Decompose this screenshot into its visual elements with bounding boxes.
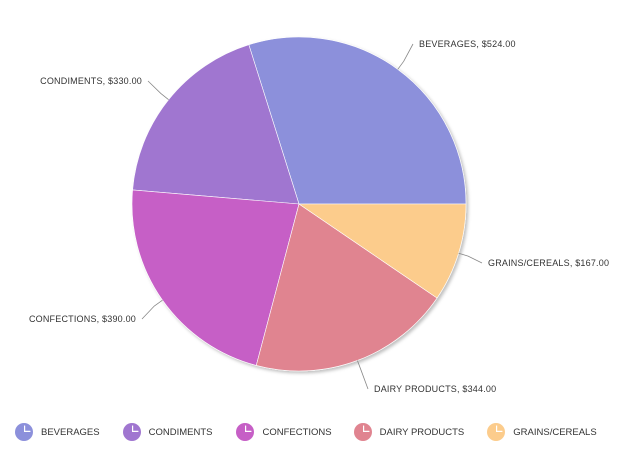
slice-label: CONDIMENTS, $330.00 <box>40 76 142 86</box>
pie-icon <box>14 422 34 442</box>
pie-icon <box>235 422 255 442</box>
legend-item-dairy-products[interactable]: DAIRY PRODUCTS <box>353 422 465 442</box>
pie-slice-dairy-products[interactable] <box>255 203 438 372</box>
leader-line <box>147 80 169 101</box>
legend: BEVERAGES CONDIMENTS CONFECTIONS DAIRY PROD… <box>14 421 597 443</box>
slice-labels: BEVERAGES, $524.00 CONDIMENTS, $330.00 CON… <box>29 39 609 394</box>
label-leaders <box>141 43 483 390</box>
slice-label: CONFECTIONS, $390.00 <box>29 314 136 324</box>
legend-item-condiments[interactable]: CONDIMENTS <box>122 422 213 442</box>
legend-label: DAIRY PRODUCTS <box>379 426 465 438</box>
legend-label: BEVERAGES <box>41 426 100 438</box>
slice-label: BEVERAGES, $524.00 <box>419 39 516 49</box>
slice-label: DAIRY PRODUCTS, $344.00 <box>374 384 496 394</box>
slice-label: GRAINS/CEREALS, $167.00 <box>488 258 609 268</box>
pie-icon <box>486 422 506 442</box>
pie-slices <box>131 36 467 372</box>
leader-line <box>141 299 163 320</box>
leader-line <box>458 252 483 264</box>
legend-item-grains-cereals[interactable]: GRAINS/CEREALS <box>486 422 597 442</box>
leader-line <box>357 360 369 390</box>
pie-icon <box>122 422 142 442</box>
leader-line <box>397 43 414 70</box>
pie-icon <box>353 422 373 442</box>
legend-label: GRAINS/CEREALS <box>513 426 597 438</box>
pie-slice-beverages[interactable] <box>248 36 467 205</box>
pie-slice-condiments[interactable] <box>132 44 300 205</box>
legend-label: CONDIMENTS <box>148 426 213 438</box>
legend-item-confections[interactable]: CONFECTIONS <box>235 422 332 442</box>
pie-slice-grains-cereals[interactable] <box>298 203 467 299</box>
legend-label: CONFECTIONS <box>262 426 332 438</box>
legend-item-beverages[interactable]: BEVERAGES <box>14 422 100 442</box>
